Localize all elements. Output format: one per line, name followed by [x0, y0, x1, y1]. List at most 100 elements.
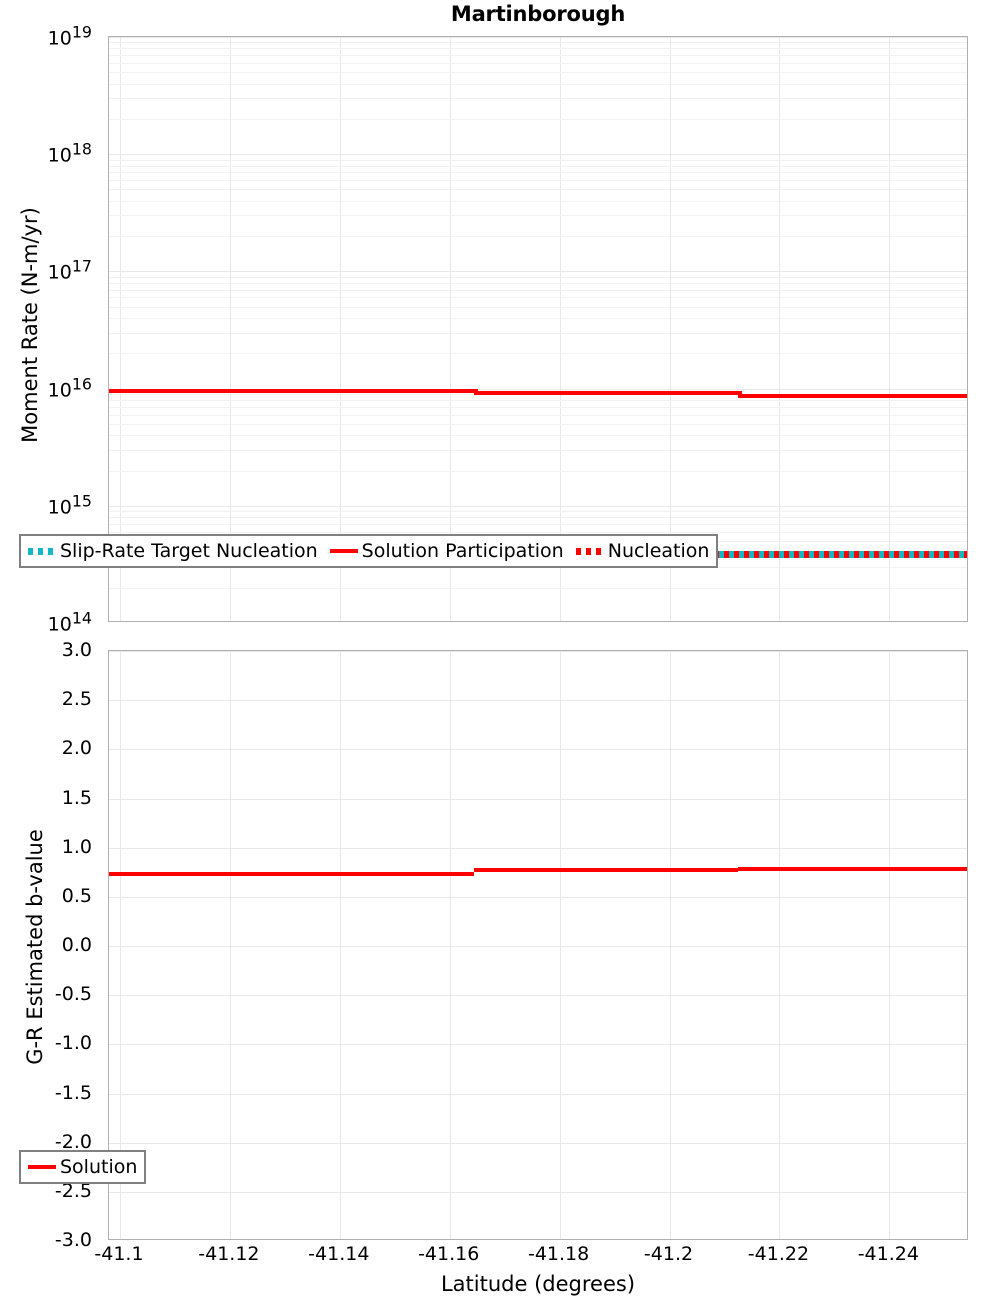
vertical-gridline	[119, 651, 121, 1239]
legend-item[interactable]: Solution	[28, 1156, 137, 1178]
bottom-plot-ylabel: G-R Estimated b-value	[23, 829, 47, 1065]
horizontal-gridline-minor	[109, 587, 967, 589]
ytick-label: 1.0	[61, 835, 92, 858]
xtick-label: -41.1	[94, 1243, 144, 1265]
horizontal-gridline-minor	[109, 306, 967, 308]
data-line-segment	[738, 393, 967, 398]
ytick-label: -2.0	[54, 1130, 92, 1153]
legend-item-label: Slip-Rate Target Nucleation	[60, 540, 318, 562]
horizontal-gridline-minor	[109, 118, 967, 120]
horizontal-gridline-minor	[109, 449, 967, 451]
horizontal-gridline-minor	[109, 98, 967, 100]
horizontal-gridline-major	[109, 154, 967, 156]
horizontal-gridline-minor	[109, 282, 967, 284]
horizontal-gridline-minor	[109, 189, 967, 191]
horizontal-gridline-minor	[109, 165, 967, 167]
legend-line-swatch-icon	[575, 547, 604, 555]
horizontal-gridline-major	[109, 847, 967, 849]
bottom-plot-legend[interactable]: Solution	[19, 1150, 147, 1184]
xaxis-tick-labels: -41.1 -41.12 -41.14 -41.16 -41.18 -41.2 -41.22…	[94, 1243, 968, 1273]
ytick-label: 2.5	[61, 688, 92, 711]
ytick-label: -0.5	[54, 983, 92, 1006]
horizontal-gridline-minor	[109, 406, 967, 408]
horizontal-gridline-major	[109, 1044, 967, 1046]
legend-item[interactable]: Slip-Rate Target Nucleation	[28, 540, 318, 562]
horizontal-gridline-minor	[109, 318, 967, 320]
bottom-plot-axes	[108, 650, 968, 1240]
data-line-segment	[474, 390, 739, 395]
horizontal-gridline-minor	[109, 353, 967, 355]
horizontal-gridline-major	[109, 749, 967, 751]
horizontal-gridline-major	[109, 1142, 967, 1144]
ytick-label: 1018	[47, 139, 92, 167]
legend-item[interactable]: Nucleation	[575, 540, 710, 562]
horizontal-gridline-minor	[109, 297, 967, 299]
horizontal-gridline-major	[109, 1093, 967, 1095]
data-line-segment	[109, 389, 475, 394]
ytick-label: 0.0	[61, 934, 92, 956]
ytick-label: 1014	[47, 608, 92, 636]
top-plot-legend[interactable]: Slip-Rate Target Nucleation Solution Part…	[19, 534, 719, 568]
vertical-gridline	[449, 651, 451, 1239]
horizontal-gridline-major	[109, 1191, 967, 1193]
vertical-gridline	[229, 37, 231, 621]
vertical-gridline	[119, 37, 121, 621]
top-plot-ylabel: Moment Rate (N-m/yr)	[18, 207, 42, 443]
data-line-segment	[109, 872, 475, 877]
horizontal-gridline-minor	[109, 414, 967, 416]
top-plot-ytick-labels: 1019 1018 1017 1016 1015 1014	[0, 22, 100, 635]
horizontal-gridline-major	[109, 896, 967, 898]
horizontal-gridline-minor	[109, 289, 967, 291]
chart-title: Martinborough	[450, 2, 626, 26]
horizontal-gridline-minor	[109, 423, 967, 425]
legend-item-label: Nucleation	[607, 540, 710, 562]
horizontal-gridline-minor	[109, 531, 967, 533]
horizontal-gridline-minor	[109, 435, 967, 437]
vertical-gridline	[559, 651, 561, 1239]
xtick-label: -41.16	[418, 1243, 480, 1265]
horizontal-gridline-minor	[109, 399, 967, 401]
horizontal-gridline-major	[109, 271, 967, 273]
data-line-segment	[474, 868, 739, 873]
data-line-riser	[738, 390, 743, 394]
legend-item-label: Solution Participation	[361, 540, 564, 562]
horizontal-gridline-major	[109, 995, 967, 997]
ytick-label: -2.5	[54, 1179, 92, 1202]
xtick-label: -41.2	[643, 1243, 694, 1265]
vertical-gridline	[889, 651, 891, 1239]
ytick-label: 1019	[47, 22, 92, 50]
ytick-label: -1.0	[54, 1032, 92, 1055]
horizontal-gridline-minor	[109, 63, 967, 64]
vertical-gridline	[339, 651, 341, 1239]
legend-item[interactable]: Solution Participation	[329, 540, 564, 562]
horizontal-gridline-minor	[109, 517, 967, 519]
ytick-label: 3.0	[61, 639, 92, 661]
ytick-label: 1.5	[61, 786, 92, 809]
legend-item-label: Solution	[60, 1156, 138, 1178]
horizontal-gridline-minor	[109, 55, 967, 57]
horizontal-gridline-minor	[109, 523, 967, 525]
horizontal-gridline-major	[109, 798, 967, 800]
xtick-label: -41.22	[747, 1243, 810, 1265]
horizontal-gridline-minor	[109, 83, 967, 85]
legend-line-swatch-icon	[28, 1165, 56, 1169]
vertical-gridline	[229, 651, 231, 1239]
bottom-plot-ytick-labels: 3.0 2.5 2.0 1.5 1.0 0.5 0.0 -0.5 -1.0 -1.5 -2.0 -2.…	[0, 639, 100, 1251]
horizontal-gridline-minor	[109, 215, 967, 217]
horizontal-gridline-minor	[109, 470, 967, 472]
data-line-riser	[474, 389, 479, 391]
horizontal-gridline-minor	[109, 159, 967, 161]
bottom-plot-data	[109, 651, 967, 1239]
ytick-label: -1.5	[54, 1081, 92, 1104]
ytick-label: -3.0	[54, 1229, 92, 1251]
horizontal-gridline-major	[109, 388, 967, 390]
horizontal-gridline-minor	[109, 180, 967, 182]
bottom-plot-gridlines	[109, 651, 967, 1239]
horizontal-gridline-minor	[109, 332, 967, 334]
vertical-gridline	[669, 651, 671, 1239]
horizontal-gridline-major	[109, 37, 967, 38]
data-line-segment	[738, 867, 967, 872]
vertical-gridline	[779, 651, 781, 1239]
horizontal-gridline-minor	[109, 511, 967, 513]
